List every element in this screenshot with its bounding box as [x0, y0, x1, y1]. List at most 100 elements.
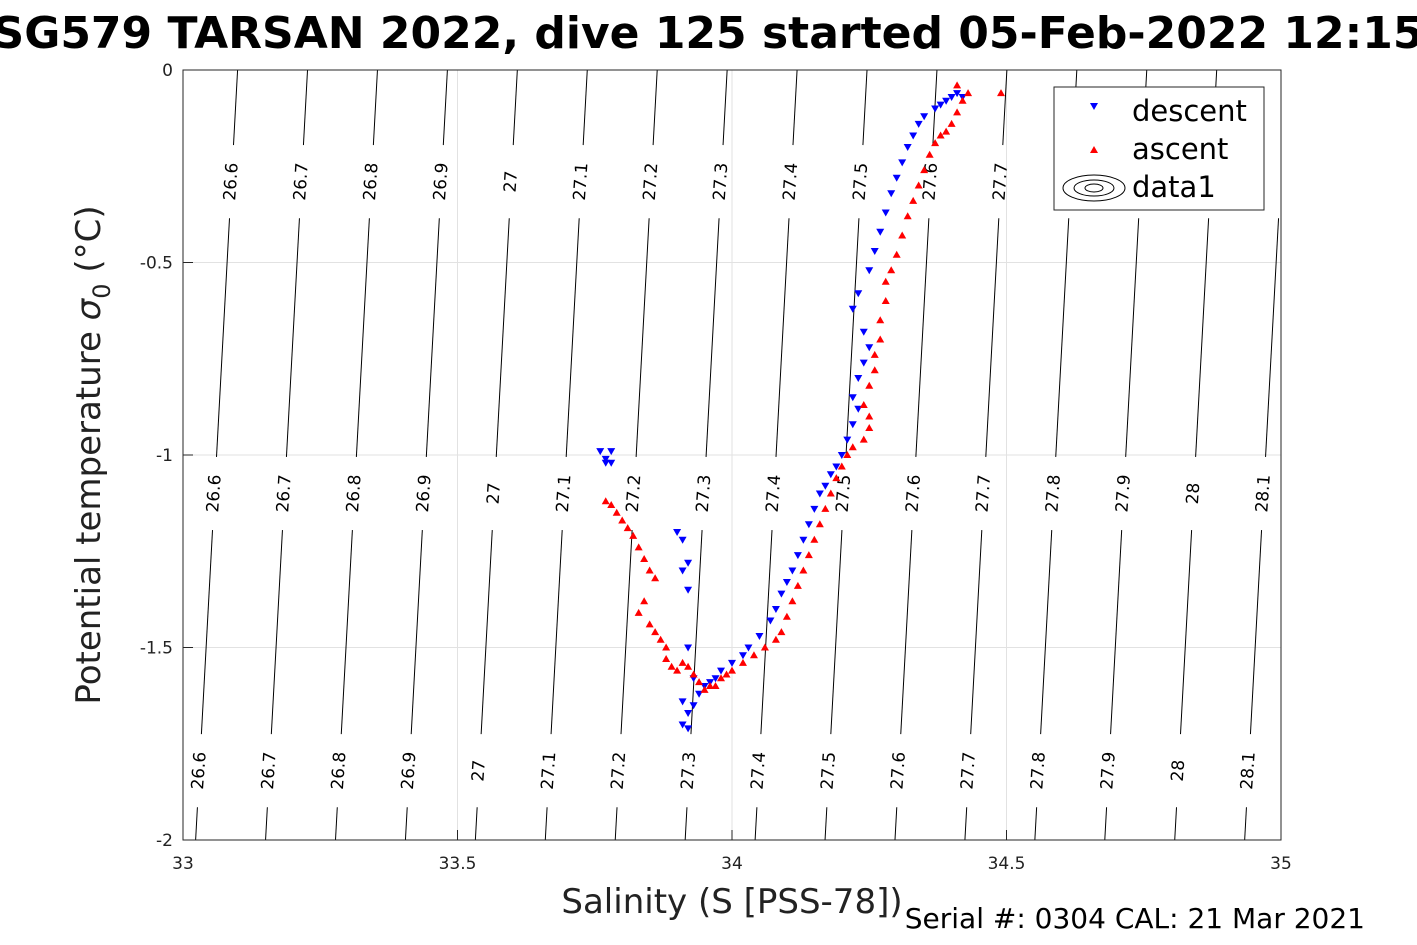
descent-marker	[821, 482, 830, 490]
descent-marker	[903, 144, 912, 151]
ascent-marker	[810, 535, 819, 543]
contour-label: 27	[468, 759, 489, 782]
descent-marker	[942, 97, 951, 105]
contour-label: 28.1	[1252, 474, 1275, 513]
ascent-marker	[876, 316, 885, 324]
ascent-marker	[881, 297, 890, 304]
ascent-marker	[914, 181, 923, 189]
ascent-marker	[953, 108, 962, 116]
ascent-marker	[859, 435, 868, 443]
x-tick-label: 33	[172, 854, 194, 874]
contour-line	[862, 69, 868, 146]
ascent-marker	[865, 412, 874, 420]
descent-marker	[766, 617, 775, 625]
ascent-marker	[667, 662, 676, 670]
descent-marker	[887, 190, 896, 198]
contour-label: 26.8	[328, 751, 351, 790]
contour-label: 27.4	[748, 751, 771, 790]
contour-line	[544, 807, 548, 841]
contour-label: 26.7	[290, 162, 313, 201]
ascent-marker	[612, 508, 621, 516]
ascent-marker	[684, 662, 693, 670]
ascent-marker	[662, 655, 671, 663]
descent-marker	[914, 120, 923, 128]
contour-label: 27	[501, 170, 522, 193]
descent-marker	[607, 448, 616, 456]
contour-line	[270, 530, 283, 735]
contour-label: 26.6	[220, 162, 243, 201]
ascent-marker	[738, 658, 747, 666]
contour-line	[216, 218, 231, 457]
x-tick-label: 35	[1270, 854, 1292, 874]
contour-label: 27.3	[693, 474, 716, 513]
contour-line	[985, 218, 1000, 457]
ascent-marker	[859, 400, 868, 408]
descent-marker	[788, 567, 797, 575]
ascent-marker	[865, 424, 874, 432]
contour-line	[964, 807, 968, 841]
ascent-marker	[651, 574, 660, 582]
descent-marker	[848, 305, 857, 313]
contour-label: 28.1	[1237, 751, 1260, 790]
serial-cal-footer: Serial #: 0304 CAL: 21 Mar 2021	[905, 902, 1365, 935]
contour-label: 27.7	[973, 474, 996, 513]
density-contours: 26.6 26.6 26.6 26.7 26.7 26.7 26.8 26.8 26.8 26.9…	[188, 69, 1280, 841]
ascent-marker	[799, 566, 808, 574]
descent-marker	[717, 667, 726, 675]
descent-marker	[678, 721, 687, 729]
ascent-marker	[815, 520, 824, 528]
descent-marker	[854, 290, 863, 298]
x-tick-label: 34	[721, 854, 743, 874]
descent-marker	[596, 448, 605, 456]
y-axis-label: Potential temperature σ0 (°C)	[69, 205, 116, 704]
legend-ascent-label: ascent	[1132, 132, 1228, 166]
contour-line	[372, 69, 378, 146]
contour-line	[512, 69, 518, 146]
ascent-marker	[656, 635, 665, 643]
contour-line	[1244, 807, 1247, 841]
contour-label: 26.8	[360, 162, 383, 201]
data-markers	[596, 81, 1006, 733]
ascent-marker	[793, 581, 802, 589]
ascent-marker	[903, 212, 912, 220]
contour-label: 26.6	[188, 751, 211, 790]
contour-label: 27.7	[990, 162, 1013, 201]
descent-marker	[870, 247, 879, 255]
descent-marker	[865, 267, 874, 275]
ascent-marker	[700, 685, 709, 693]
descent-marker	[931, 105, 940, 113]
contour-line	[915, 218, 930, 457]
descent-marker	[777, 590, 786, 598]
contour-label: 27.6	[887, 751, 910, 790]
contour-line	[900, 530, 913, 735]
descent-marker	[738, 652, 747, 660]
contour-line	[195, 807, 198, 841]
descent-marker	[865, 344, 874, 352]
contour-label: 26.9	[398, 751, 421, 790]
contour-line	[340, 530, 353, 735]
y-tick-label: -1.5	[140, 639, 173, 659]
y-tick-label: 0	[162, 61, 173, 81]
ascent-marker	[898, 231, 907, 239]
ascent-marker	[711, 682, 720, 689]
contour-label: 27.3	[678, 751, 701, 790]
ascent-marker	[623, 524, 632, 532]
ascent-marker	[804, 551, 813, 559]
y-axis-label-sub: 0	[88, 283, 116, 298]
ascent-marker	[865, 381, 874, 389]
ascent-marker	[925, 150, 934, 158]
descent-marker	[744, 644, 753, 652]
ascent-marker	[640, 597, 649, 605]
contour-label: 27	[484, 482, 505, 505]
descent-marker	[826, 471, 835, 479]
ascent-marker	[651, 628, 660, 636]
contour-line	[1055, 218, 1070, 457]
contour-line	[792, 69, 798, 146]
legend-descent-marker	[1090, 103, 1098, 110]
descent-marker	[793, 552, 802, 560]
contour-line	[1125, 218, 1140, 457]
contour-line	[1174, 807, 1178, 841]
descent-marker	[953, 90, 962, 98]
contour-line	[495, 218, 510, 457]
legend-contour-icon	[1062, 174, 1126, 202]
